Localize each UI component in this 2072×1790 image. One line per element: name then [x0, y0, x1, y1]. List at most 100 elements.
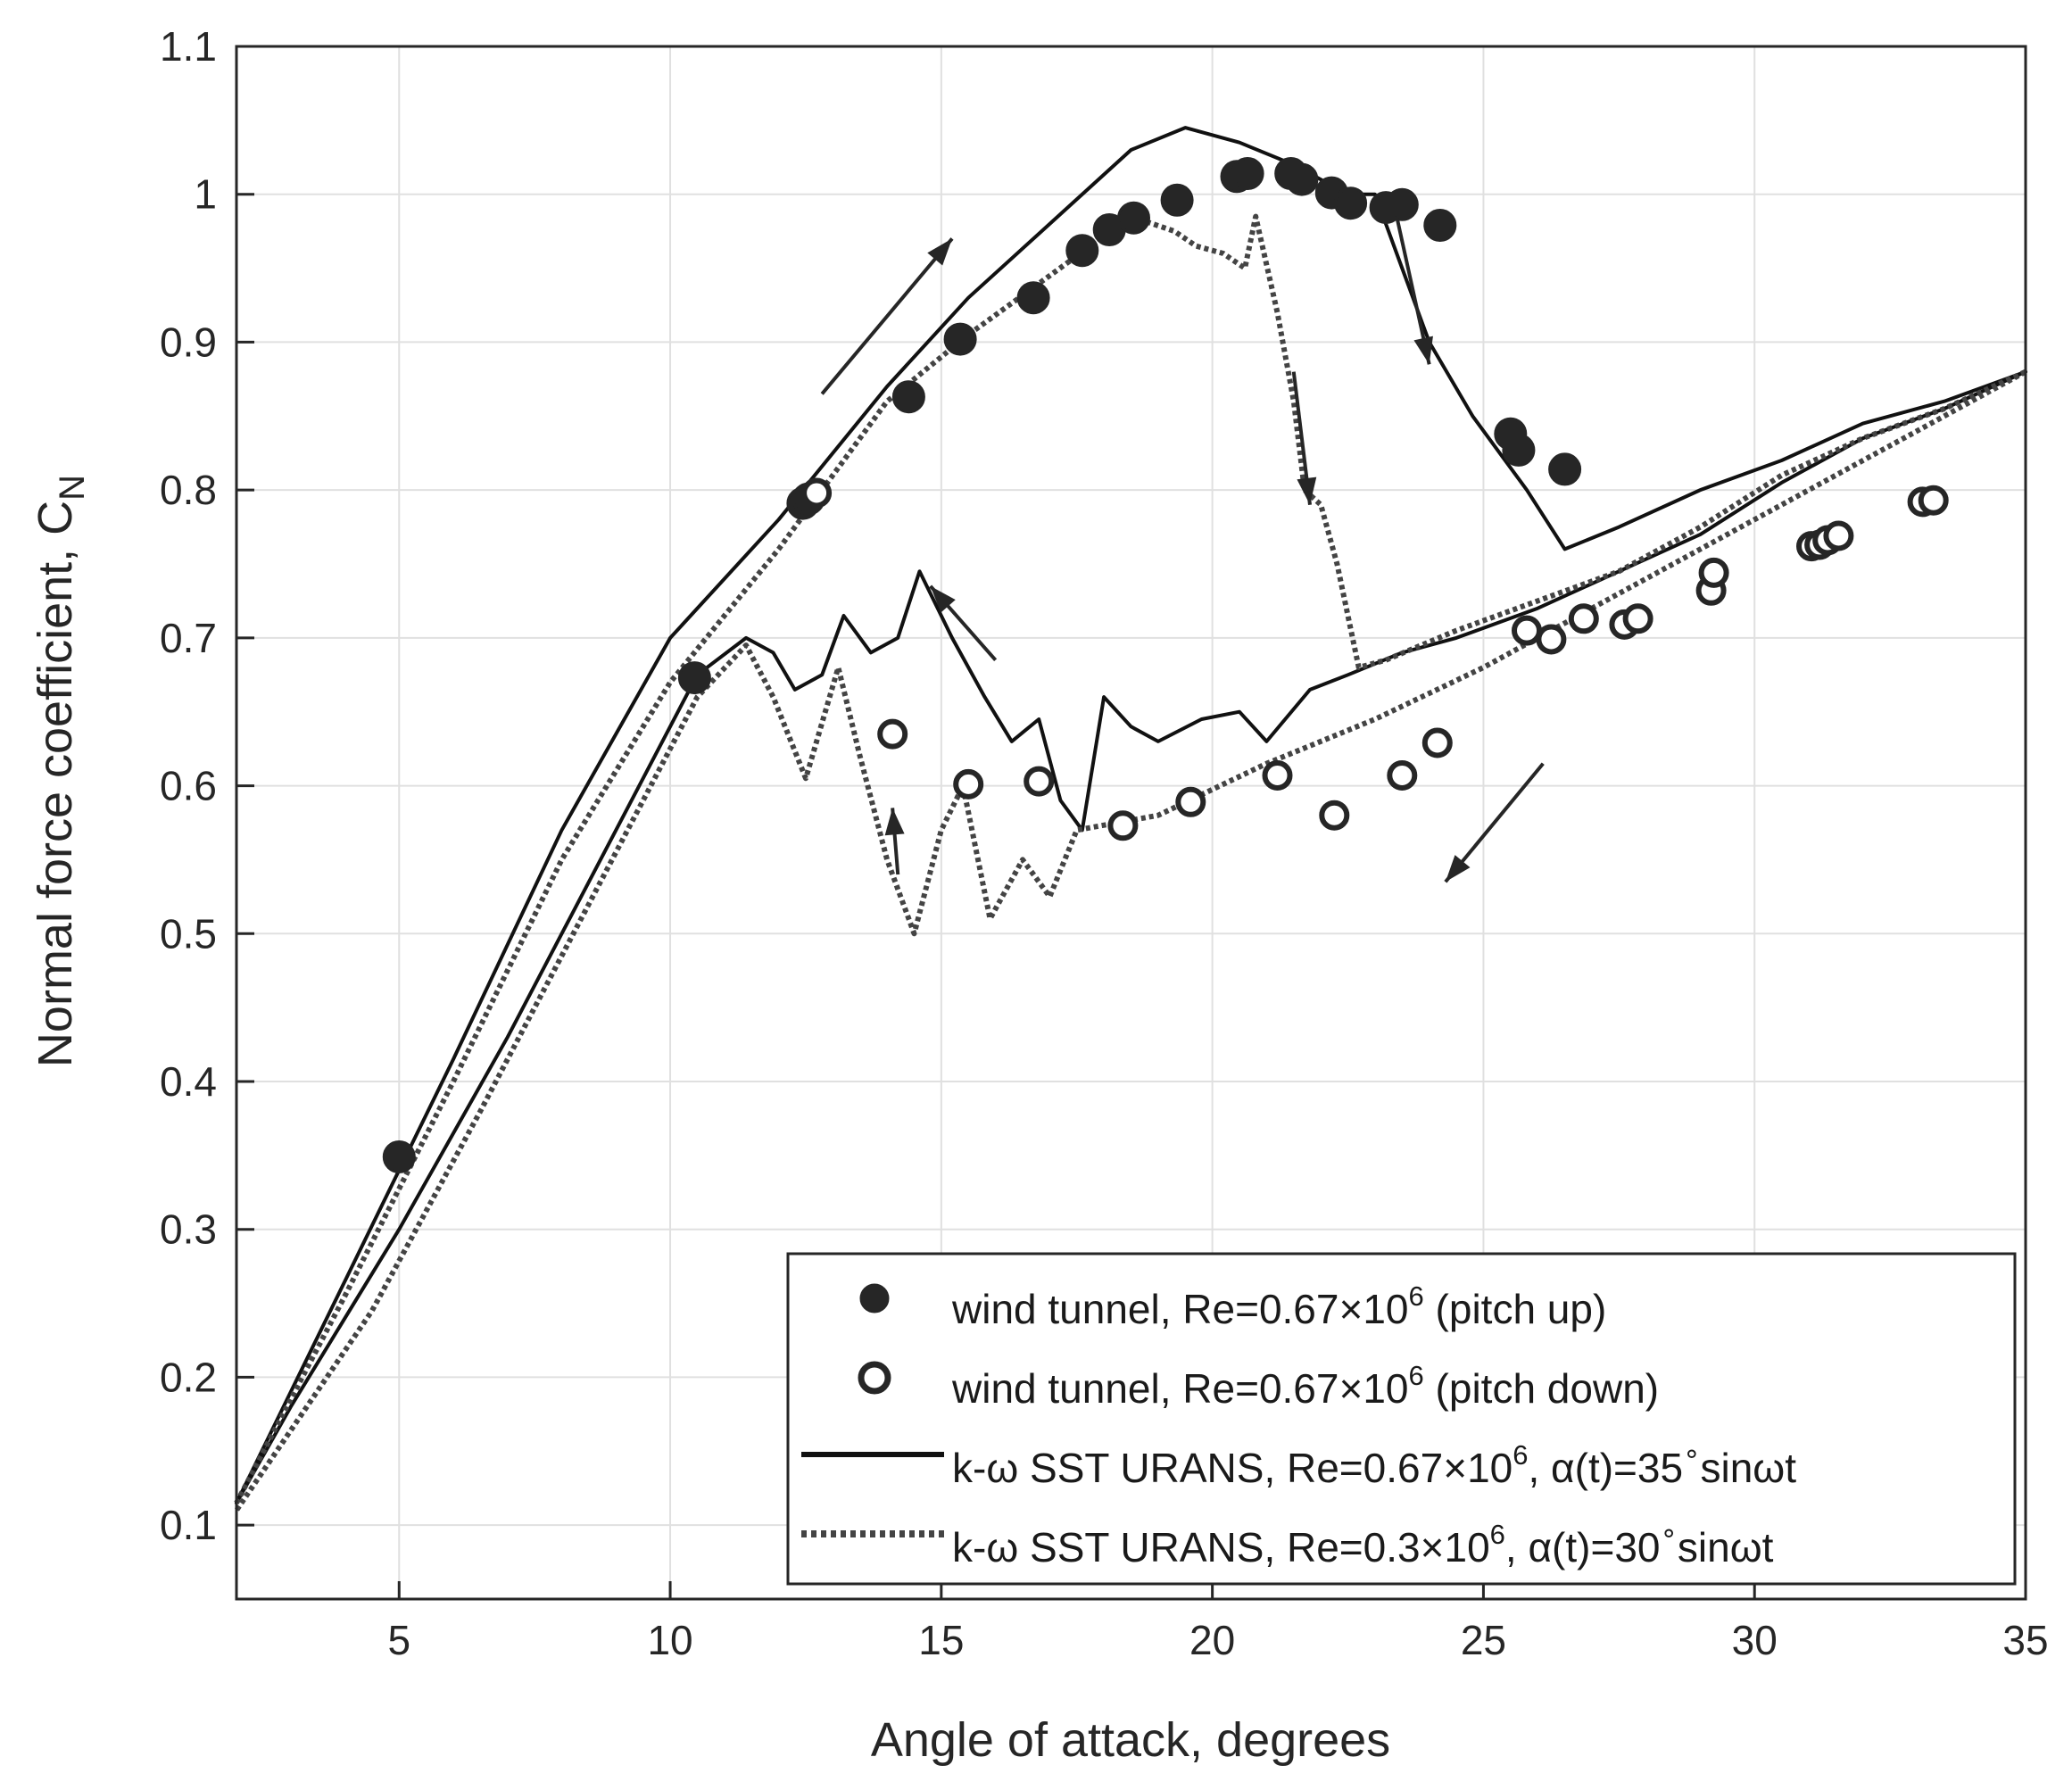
legend-2-tail2: sinωt — [1701, 1445, 1797, 1491]
pitch-down-point — [1568, 603, 1599, 634]
pitch-up-point — [1117, 201, 1150, 235]
pitch-down-point — [801, 477, 833, 509]
y-tick-label: 0.3 — [160, 1206, 217, 1253]
series-3-upstroke-line — [234, 213, 2027, 1504]
series-2-downstroke-line — [235, 369, 2027, 1505]
y-tick-label: 0.6 — [160, 763, 217, 809]
direction-arrow — [884, 808, 905, 875]
y-axis-title-subscript: N — [53, 475, 92, 501]
legend-marker-filled — [859, 1283, 890, 1313]
pitch-up-point — [1285, 162, 1319, 196]
x-tick-label: 5 — [387, 1617, 410, 1663]
direction-arrow — [1395, 216, 1433, 365]
pitch-down-point — [1823, 520, 1854, 551]
y-axis-title-main: Normal force coefficient, C — [29, 501, 82, 1067]
y-tick-label: 0.5 — [160, 910, 217, 957]
pitch-up-point — [677, 661, 711, 695]
pitch-up-point — [1160, 183, 1194, 217]
pitch-up-point — [1334, 186, 1368, 220]
x-tick-label: 35 — [2002, 1617, 2048, 1663]
pitch-up-point — [1548, 452, 1582, 486]
x-tick-label: 25 — [1461, 1617, 1506, 1663]
plot-area-frame — [235, 45, 2027, 1601]
legend-2-sup: 6 — [1513, 1439, 1528, 1471]
arrow-head — [1445, 855, 1471, 883]
pitch-down-point — [1175, 786, 1206, 817]
tick-layer: 5 10 15 20 25 30 35 0.1 0.2 0.3 0.4 0.5 0.6 0.7 0.8 0.9… — [160, 23, 2049, 1663]
grid — [236, 46, 2026, 1599]
legend-2-tail: , α(t)=35 — [1528, 1445, 1683, 1491]
pitch-down-point — [1512, 615, 1542, 646]
legend-1-sup: 6 — [1409, 1360, 1424, 1391]
pitch-down-point — [953, 768, 984, 800]
arrow-layer — [820, 216, 1545, 883]
legend-2-sup2: ∘ — [1683, 1438, 1700, 1469]
y-tick-label: 1 — [194, 171, 217, 218]
x-tick-label: 15 — [918, 1617, 964, 1663]
legend-marker-open — [858, 1361, 891, 1395]
pitch-up-point — [1385, 187, 1419, 221]
pitch-up-point — [382, 1140, 416, 1173]
y-tick-label: 0.7 — [160, 615, 217, 661]
series-layer — [234, 126, 2027, 1512]
legend-1-text: wind tunnel, Re=0.67×10 — [951, 1365, 1409, 1412]
legend-3-sup: 6 — [1490, 1519, 1505, 1550]
legend-label-pitch-down: wind tunnel, Re=0.67×106 (pitch down) — [951, 1360, 1659, 1412]
pitch-down-point — [1421, 727, 1453, 758]
pitch-down-point — [1622, 603, 1653, 634]
direction-arrow — [1291, 371, 1317, 505]
series-2-upstroke-line — [235, 126, 2027, 1505]
legend-1-tail: (pitch down) — [1424, 1365, 1659, 1412]
legend-0-tail: (pitch up) — [1424, 1286, 1607, 1332]
legend-2-text: k-ω SST URANS, Re=0.67×10 — [952, 1445, 1513, 1491]
pitch-down-point — [1319, 800, 1350, 831]
legend-label-urans-067: k-ω SST URANS, Re=0.67×106, α(t)=35∘sinω… — [952, 1438, 1796, 1491]
pitch-down-point — [1536, 624, 1567, 655]
legend-label-urans-03: k-ω SST URANS, Re=0.3×106, α(t)=30∘sinωt — [952, 1517, 1774, 1570]
pitch-down-point — [1918, 485, 1949, 516]
y-tick-label: 0.4 — [160, 1058, 217, 1105]
y-tick-label: 0.2 — [160, 1354, 217, 1400]
direction-arrow — [820, 237, 954, 395]
pitch-down-point — [1698, 557, 1729, 588]
y-tick-label: 1.1 — [160, 23, 217, 70]
y-tick-label: 0.1 — [160, 1502, 217, 1548]
pitch-down-point — [1024, 766, 1055, 797]
pitch-up-point — [1423, 209, 1457, 242]
x-tick-label: 10 — [647, 1617, 692, 1663]
x-tick-label: 20 — [1189, 1617, 1235, 1663]
pitch-up-point — [891, 380, 925, 414]
legend-3-sup2: ∘ — [1661, 1517, 1678, 1548]
pitch-down-point — [877, 718, 908, 750]
y-tick-label: 0.8 — [160, 467, 217, 513]
legend-3-tail2: sinωt — [1678, 1524, 1774, 1570]
arrow-head — [884, 808, 905, 836]
x-axis-title: Angle of attack, degrees — [871, 1713, 1390, 1767]
pitch-up-point — [1016, 281, 1050, 315]
legend-3-text: k-ω SST URANS, Re=0.3×10 — [952, 1524, 1490, 1570]
pitch-up-point — [943, 322, 977, 356]
arrow-shaft — [820, 237, 954, 395]
legend-box — [786, 1252, 2017, 1586]
y-tick-label: 0.9 — [160, 319, 217, 365]
pitch-down-point — [1107, 810, 1139, 841]
y-axis-title: Normal force coefficient, CN — [29, 475, 92, 1067]
arrow-head — [1413, 336, 1433, 365]
pitch-up-point — [1502, 433, 1536, 467]
pitch-up-point — [1065, 234, 1099, 268]
series-3-downstroke-line — [234, 369, 2027, 1512]
direction-arrow — [929, 584, 998, 662]
pitch-up-point — [1231, 157, 1264, 190]
pitch-down-point — [1262, 760, 1293, 791]
arrow-head — [927, 238, 952, 266]
legend-3-tail: , α(t)=30 — [1505, 1524, 1661, 1570]
pitch-down-point — [1387, 760, 1418, 791]
legend-0-sup: 6 — [1409, 1280, 1424, 1312]
direction-arrow — [1444, 762, 1545, 883]
legend-label-pitch-up: wind tunnel, Re=0.67×106 (pitch up) — [951, 1280, 1606, 1332]
legend-0-text: wind tunnel, Re=0.67×10 — [951, 1286, 1409, 1332]
x-tick-label: 30 — [1732, 1617, 1778, 1663]
arrow-head — [1297, 477, 1317, 505]
arrow-head — [930, 585, 956, 613]
